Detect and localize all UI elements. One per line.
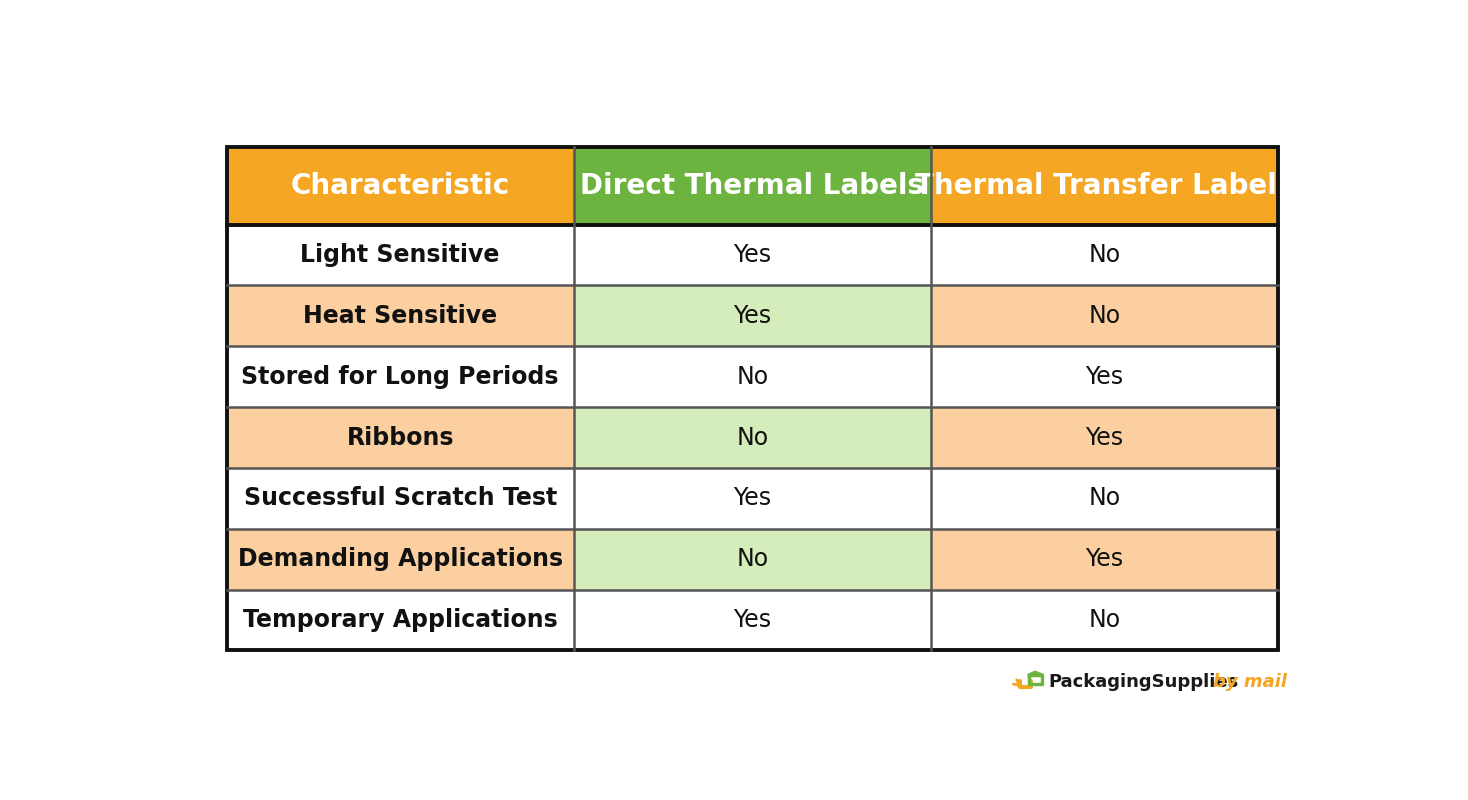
- Text: Yes: Yes: [734, 243, 771, 267]
- Text: Demanding Applications: Demanding Applications: [238, 547, 562, 571]
- Bar: [574, 468, 931, 529]
- Bar: [226, 225, 574, 286]
- Bar: [574, 346, 931, 407]
- Text: No: No: [1088, 304, 1120, 328]
- Text: Temporary Applications: Temporary Applications: [242, 608, 558, 632]
- Text: Yes: Yes: [734, 486, 771, 510]
- Text: Characteristic: Characteristic: [291, 171, 509, 199]
- Text: Successful Scratch Test: Successful Scratch Test: [244, 486, 556, 510]
- Bar: [574, 529, 931, 590]
- Bar: [226, 529, 574, 590]
- Bar: [931, 346, 1279, 407]
- Text: Yes: Yes: [734, 304, 771, 328]
- Text: Yes: Yes: [1085, 365, 1123, 389]
- Text: Yes: Yes: [1085, 426, 1123, 450]
- Text: Yes: Yes: [734, 608, 771, 632]
- Bar: [574, 146, 931, 225]
- Text: Thermal Transfer Labels: Thermal Transfer Labels: [916, 171, 1293, 199]
- Bar: [574, 286, 931, 346]
- Bar: [931, 146, 1279, 225]
- Bar: [226, 590, 574, 650]
- Text: Light Sensitive: Light Sensitive: [301, 243, 501, 267]
- Bar: [931, 590, 1279, 650]
- Bar: [226, 407, 574, 468]
- Bar: [931, 286, 1279, 346]
- Bar: [574, 590, 931, 650]
- Bar: [931, 407, 1279, 468]
- Bar: [226, 146, 1279, 650]
- Text: No: No: [737, 547, 768, 571]
- Text: No: No: [737, 426, 768, 450]
- Bar: [931, 529, 1279, 590]
- Text: No: No: [737, 365, 768, 389]
- Text: Heat Sensitive: Heat Sensitive: [302, 304, 498, 328]
- Text: Direct Thermal Labels: Direct Thermal Labels: [580, 171, 925, 199]
- Text: No: No: [1088, 486, 1120, 510]
- Bar: [574, 407, 931, 468]
- Bar: [226, 346, 574, 407]
- Text: No: No: [1088, 608, 1120, 632]
- Text: Ribbons: Ribbons: [346, 426, 454, 450]
- Bar: [226, 468, 574, 529]
- Bar: [226, 286, 574, 346]
- Bar: [931, 225, 1279, 286]
- Bar: [226, 146, 1279, 650]
- Bar: [931, 468, 1279, 529]
- Bar: [574, 225, 931, 286]
- Text: PackagingSupplies: PackagingSupplies: [1048, 674, 1239, 691]
- Bar: [226, 146, 574, 225]
- Text: No: No: [1088, 243, 1120, 267]
- Text: by mail: by mail: [1213, 674, 1287, 691]
- Text: Stored for Long Periods: Stored for Long Periods: [241, 365, 559, 389]
- Text: Yes: Yes: [1085, 547, 1123, 571]
